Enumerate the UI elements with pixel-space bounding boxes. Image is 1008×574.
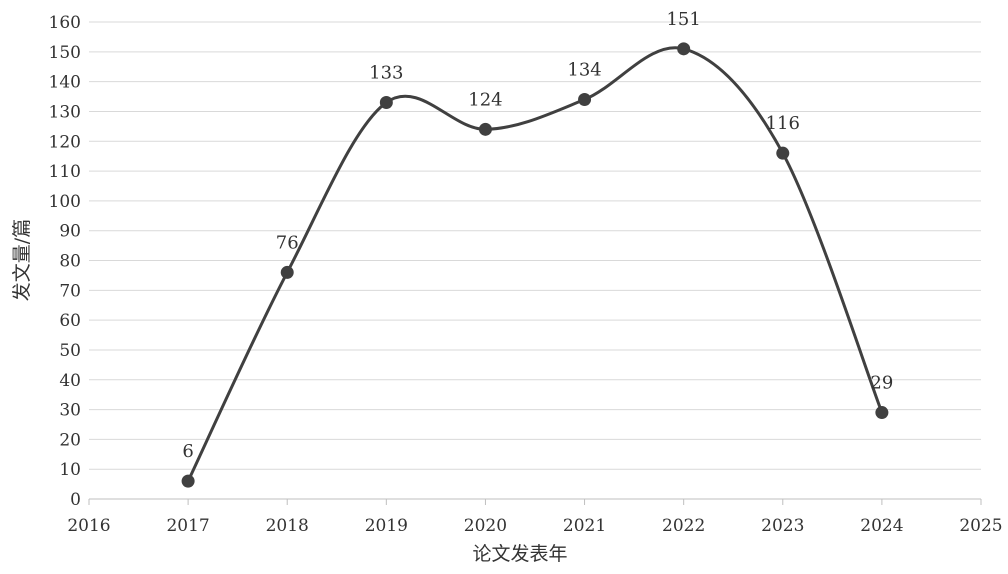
- data-label: 76: [276, 232, 299, 253]
- data-label: 124: [468, 89, 502, 110]
- y-tick-label: 70: [59, 281, 81, 301]
- x-tick-label: 2020: [464, 516, 507, 536]
- data-label: 134: [567, 60, 601, 81]
- data-point-marker: [181, 474, 195, 488]
- y-tick-label: 100: [49, 192, 81, 212]
- y-tick-label: 40: [59, 371, 81, 391]
- data-label: 133: [369, 62, 403, 83]
- x-tick-label: 2017: [166, 516, 209, 536]
- data-point-marker: [280, 265, 294, 279]
- gridlines: [88, 21, 982, 505]
- x-tick-label: 2016: [67, 516, 110, 536]
- y-tick-label: 20: [59, 430, 81, 450]
- x-tick-label: 2021: [563, 516, 606, 536]
- data-labels: 6 76 133 124 134 151 116 29: [182, 9, 893, 462]
- y-tick-label: 80: [59, 252, 81, 272]
- y-tick-label: 30: [59, 401, 81, 421]
- data-label: 151: [666, 9, 700, 30]
- y-tick-label: 110: [49, 162, 81, 182]
- y-tick-label: 10: [59, 460, 81, 480]
- y-tick-label: 160: [49, 13, 81, 33]
- y-tick-label: 130: [49, 102, 81, 122]
- data-label: 116: [766, 113, 800, 134]
- x-tick-label: 2022: [662, 516, 705, 536]
- y-tick-label: 60: [59, 311, 81, 331]
- data-point-marker: [776, 146, 790, 160]
- x-tick-label: 2024: [860, 516, 903, 536]
- data-label: 6: [182, 441, 193, 462]
- data-point-marker: [478, 122, 492, 136]
- x-axis-ticks: 2016 2017 2018 2019 2020 2021 2022 2023 2024 2025: [67, 516, 1002, 536]
- x-tick-label: 2019: [365, 516, 408, 536]
- x-tick-label: 2025: [959, 516, 1002, 536]
- x-tick-label: 2018: [266, 516, 309, 536]
- y-tick-label: 90: [59, 222, 81, 242]
- y-axis-ticks: 0 10 20 30 40 50 60 70 80 90 100 110 120 130 140 150 160: [49, 13, 81, 510]
- data-label: 29: [870, 373, 893, 394]
- x-tick-label: 2023: [761, 516, 804, 536]
- y-tick-label: 150: [49, 43, 81, 63]
- y-axis-label: 发文量/篇: [11, 219, 33, 301]
- y-tick-label: 50: [59, 341, 81, 361]
- data-point-marker: [875, 406, 889, 420]
- data-point-marker: [578, 93, 592, 107]
- y-tick-label: 0: [70, 490, 81, 510]
- data-point-marker: [379, 95, 393, 109]
- series-line: [181, 42, 889, 488]
- x-axis-label: 论文发表年: [472, 543, 567, 565]
- y-tick-label: 140: [49, 73, 81, 93]
- y-tick-label: 120: [49, 132, 81, 152]
- data-point-marker: [677, 42, 691, 56]
